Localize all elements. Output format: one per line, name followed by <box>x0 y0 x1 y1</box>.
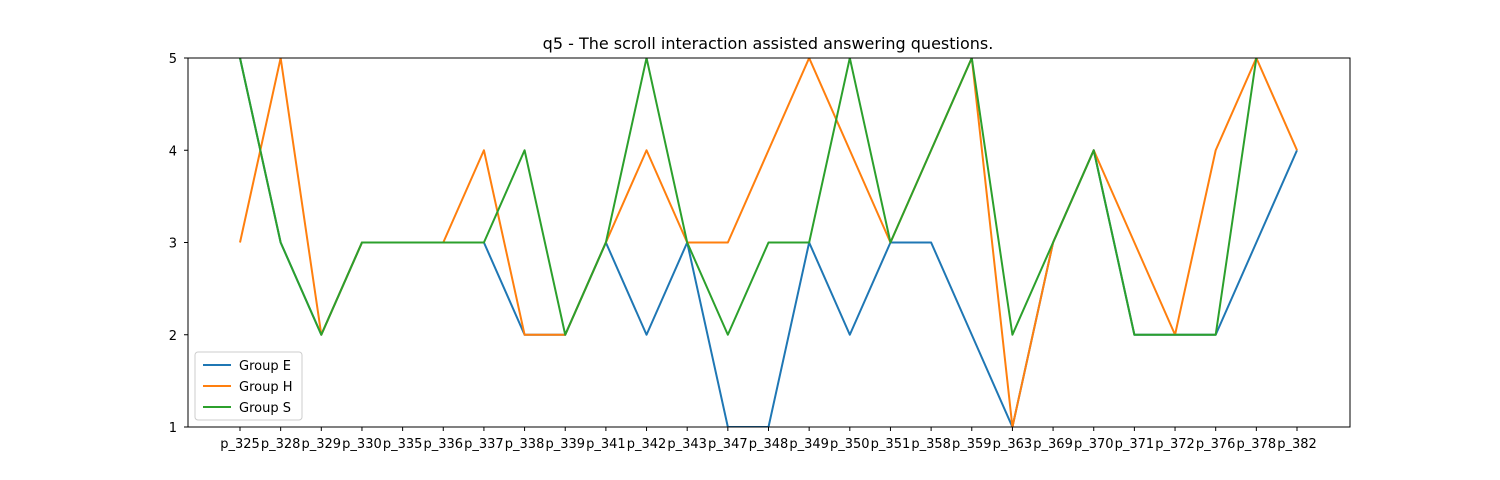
x-tick-label: p_338 <box>505 437 545 452</box>
x-tick-label: p_343 <box>667 437 707 452</box>
x-tick-label: p_349 <box>789 437 829 452</box>
y-tick-label: 3 <box>169 237 177 252</box>
x-tick-label: p_336 <box>423 437 463 452</box>
x-tick-label: p_342 <box>627 437 667 452</box>
y-axis: 1 2 3 4 5 <box>169 52 188 436</box>
x-tick-label: p_335 <box>383 437 423 452</box>
x-tick-label: p_350 <box>830 437 870 452</box>
legend-label: Group H <box>239 380 293 395</box>
x-tick-label: p_371 <box>1115 437 1155 452</box>
x-tick-label: p_337 <box>464 437 504 452</box>
x-axis: p_325 p_328 p_329 p_330 p_335 p_336 p_337 p_338… <box>220 427 1317 452</box>
x-tick-label: p_358 <box>911 437 951 452</box>
legend-label: Group E <box>239 359 291 374</box>
x-tick-label: p_347 <box>708 437 748 452</box>
x-tick-label: p_330 <box>342 437 382 452</box>
x-tick-label: p_339 <box>545 437 585 452</box>
x-tick-label: p_325 <box>220 437 260 452</box>
x-tick-label: p_348 <box>749 437 789 452</box>
x-tick-label: p_372 <box>1155 437 1195 452</box>
series-line-group-s <box>239 58 1258 336</box>
legend-box <box>194 351 303 421</box>
series-layer <box>239 58 1298 427</box>
x-tick-label: p_382 <box>1277 437 1317 452</box>
x-tick-label: p_359 <box>952 437 992 452</box>
x-tick-label: p_329 <box>302 437 342 452</box>
x-tick-label: p_376 <box>1196 437 1236 452</box>
x-tick-label: p_328 <box>261 437 301 452</box>
x-tick-label: p_369 <box>1033 437 1073 452</box>
x-tick-label: p_341 <box>586 437 626 452</box>
x-tick-label: p_351 <box>871 437 911 452</box>
x-tick-label: p_370 <box>1074 437 1114 452</box>
x-tick-label: p_363 <box>993 437 1033 452</box>
legend-label: Group S <box>239 401 291 416</box>
y-tick-label: 4 <box>169 144 177 159</box>
y-tick-label: 1 <box>169 421 177 436</box>
y-tick-label: 5 <box>169 52 177 67</box>
legend: Group E Group H Group S <box>194 351 303 421</box>
y-tick-label: 2 <box>169 329 177 344</box>
x-tick-label: p_378 <box>1237 437 1277 452</box>
chart-title: q5 - The scroll interaction assisted ans… <box>543 34 994 53</box>
